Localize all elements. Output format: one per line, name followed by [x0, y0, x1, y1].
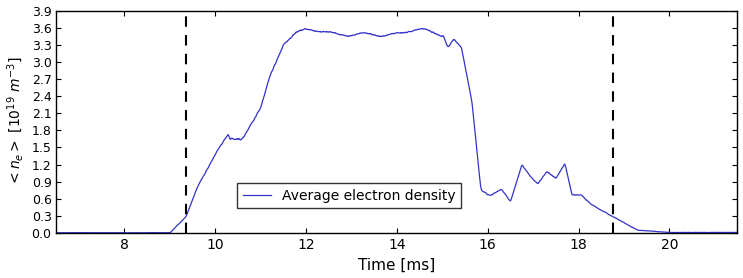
- Average electron density: [713, 231, 721, 234]
- Average electron density: [547, 173, 556, 177]
- Y-axis label: $< n_e >\ [10^{19}\ m^{-3}]$: $< n_e >\ [10^{19}\ m^{-3}]$: [5, 57, 26, 187]
- Average electron density: [124, 231, 133, 235]
- Legend: Average electron density: Average electron density: [238, 183, 461, 208]
- Average electron density: [418, 27, 426, 30]
- Average electron density: [338, 33, 347, 36]
- Average electron density: [344, 35, 353, 38]
- X-axis label: Time [ms]: Time [ms]: [358, 257, 435, 272]
- Average electron density: [678, 231, 687, 234]
- Average electron density: [733, 231, 742, 234]
- Average electron density: [376, 35, 385, 38]
- Average electron density: [52, 231, 61, 235]
- Line: Average electron density: Average electron density: [56, 29, 738, 233]
